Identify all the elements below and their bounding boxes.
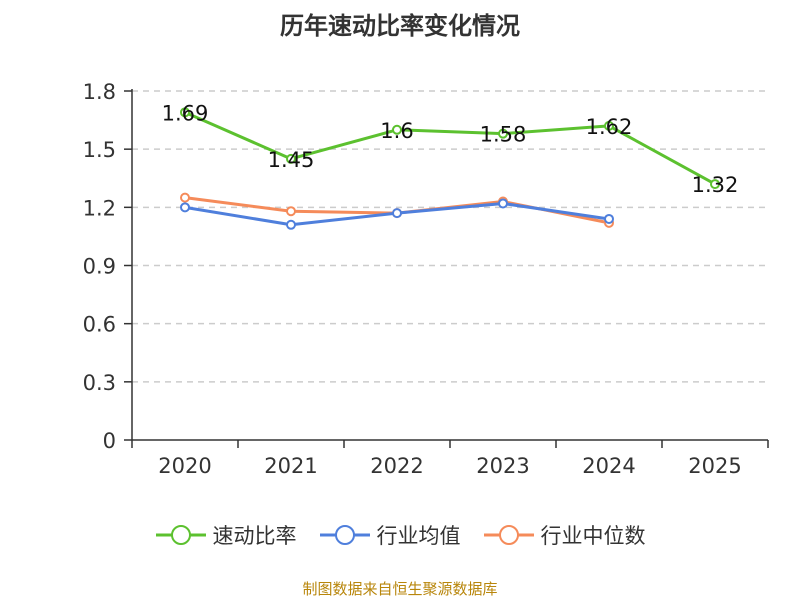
data-point-1 — [286, 219, 296, 230]
legend: 速动比率 行业均值 行业中位数 — [0, 520, 800, 550]
legend-label: 行业中位数 — [540, 524, 646, 548]
legend-item-industry-mean[interactable]: 行业均值 — [319, 520, 461, 550]
axes: 0 0.3 0.6 0.9 1.2 1.5 1.8 2020 2021 2022 2023 2024 2… — [83, 80, 769, 478]
legend-item-quick-ratio[interactable]: 速动比率 — [155, 520, 297, 550]
data-point-1 — [604, 213, 614, 224]
source-note: 制图数据来自恒生聚源数据库 — [302, 580, 498, 598]
y-tick-label: 1.8 — [83, 80, 116, 104]
y-tick-label: 0.3 — [83, 371, 116, 395]
y-tick-label: 0 — [103, 429, 116, 453]
data-point-2 — [286, 206, 296, 217]
legend-swatch-quick-ratio — [155, 525, 206, 545]
data-point-0 — [710, 179, 720, 190]
series-lines — [180, 107, 720, 230]
data-labels: 1.69 1.45 1.6 1.58 1.62 1.32 — [162, 101, 739, 197]
data-point-0 — [498, 128, 508, 139]
y-tick-label: 0.9 — [83, 255, 116, 279]
x-tick-label: 2025 — [688, 454, 741, 478]
legend-label: 速动比率 — [212, 524, 297, 548]
data-label: 1.32 — [692, 173, 739, 197]
y-tick-label: 1.5 — [83, 138, 116, 162]
y-tick-label: 0.6 — [83, 313, 116, 337]
y-tick-label: 1.2 — [83, 196, 116, 220]
data-point-0 — [286, 153, 296, 164]
x-tick-label: 2024 — [582, 454, 635, 478]
x-tick-label: 2023 — [476, 454, 529, 478]
data-point-0 — [392, 124, 402, 135]
gridlines — [132, 90, 768, 383]
data-point-0 — [180, 107, 190, 118]
data-point-0 — [604, 120, 614, 131]
data-label: 1.45 — [268, 148, 315, 172]
data-point-1 — [180, 202, 190, 213]
data-point-1 — [392, 208, 402, 219]
x-tick-label: 2022 — [370, 454, 423, 478]
legend-swatch-industry-median — [483, 525, 534, 545]
data-point-2 — [180, 192, 190, 203]
x-tick-label: 2021 — [264, 454, 317, 478]
legend-item-industry-median[interactable]: 行业中位数 — [483, 520, 646, 550]
data-label: 1.6 — [380, 119, 413, 143]
data-label: 1.62 — [586, 115, 633, 139]
series-line-0 — [184, 110, 716, 186]
data-label: 1.69 — [162, 101, 209, 125]
x-tick-label: 2020 — [158, 454, 211, 478]
legend-label: 行业均值 — [376, 524, 461, 548]
legend-swatch-industry-mean — [319, 525, 370, 545]
data-label: 1.58 — [480, 123, 527, 147]
chart-title: 历年速动比率变化情况 — [280, 12, 520, 40]
data-point-1 — [498, 198, 508, 209]
